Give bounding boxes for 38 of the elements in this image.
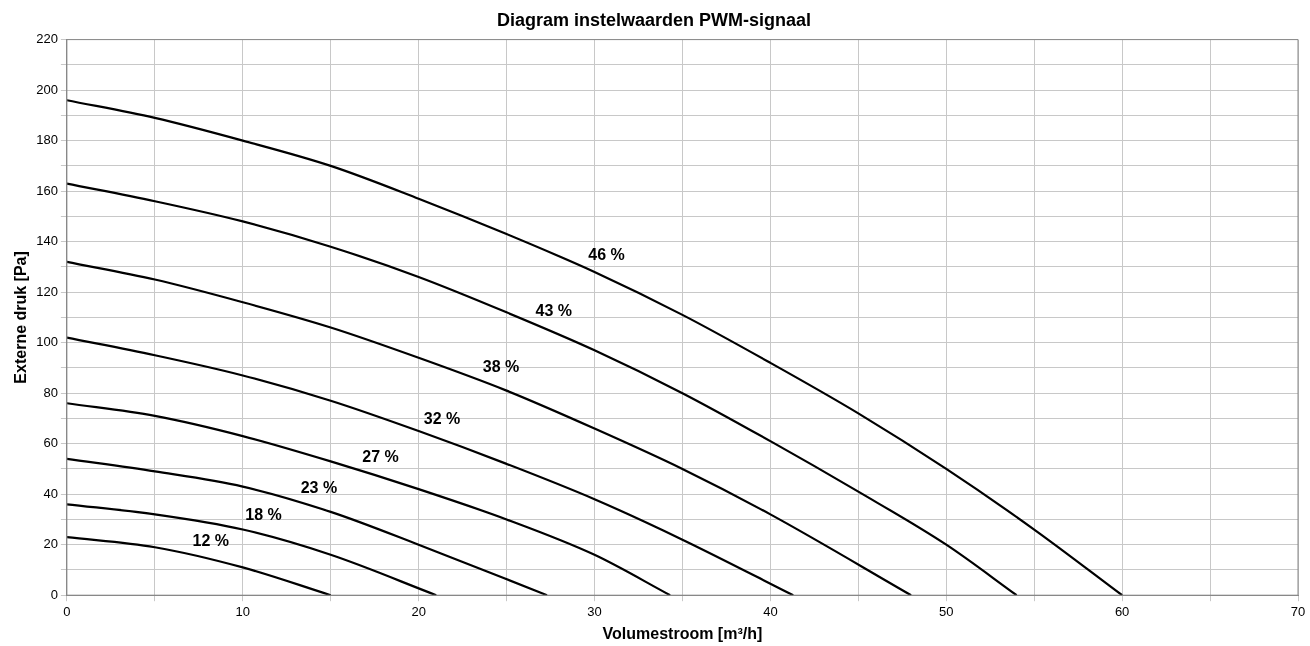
y-tick-label: 60 (43, 435, 58, 451)
y-tick-label: 200 (36, 81, 58, 97)
x-tick-label: 10 (235, 603, 250, 619)
x-tick-label: 60 (1114, 603, 1130, 619)
y-tick-label: 160 (36, 182, 58, 198)
chart-title: Diagram instelwaarden PWM-signaal (496, 9, 812, 30)
y-tick-label: 0 (50, 586, 58, 602)
x-tick-label: 0 (63, 603, 71, 619)
x-tick-label: 20 (411, 603, 426, 619)
line-series (66, 336, 795, 596)
line-series (66, 402, 672, 596)
x-tick-label: 40 (763, 603, 778, 619)
series-label: 32 % (423, 409, 461, 427)
series-label: 12 % (192, 531, 230, 549)
line-series (66, 99, 1124, 596)
x-axis-title: Volumestroom [m³/h] (602, 624, 763, 642)
y-tick-label: 180 (36, 132, 58, 148)
x-tick-label: 30 (587, 603, 602, 619)
series-label: 43 % (535, 301, 572, 319)
y-tick-label: 120 (36, 283, 58, 299)
series-label: 46 % (588, 246, 625, 264)
series-label: 23 % (300, 479, 338, 497)
y-axis-title: Externe druk [Pa] (12, 251, 30, 384)
series-label: 18 % (245, 506, 282, 524)
line-series (66, 503, 438, 596)
y-tick-label: 220 (36, 31, 58, 47)
y-tick-label: 20 (43, 536, 58, 552)
y-tick-label: 100 (36, 334, 58, 350)
y-tick-label: 80 (43, 384, 58, 400)
line-series (66, 536, 332, 596)
x-tick-label: 70 (1290, 603, 1306, 619)
y-tick-label: 140 (36, 233, 58, 249)
series-label: 38 % (482, 358, 520, 376)
series-label: 27 % (362, 447, 399, 465)
x-tick-label: 50 (939, 603, 954, 619)
line-series (66, 182, 1018, 596)
line-series (66, 260, 913, 596)
y-tick-label: 40 (43, 485, 58, 501)
